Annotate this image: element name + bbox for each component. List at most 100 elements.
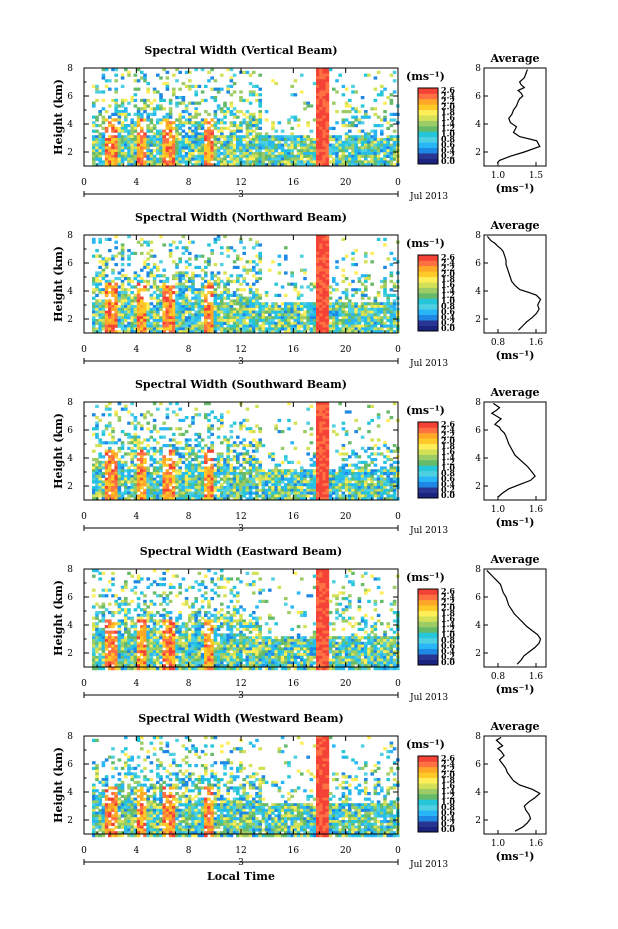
colorbar-swatch [418,265,438,272]
colorbar-swatch [418,605,438,612]
profile-y-tick-label: 4 [475,120,481,130]
y-axis-label: Height (km) [52,747,65,823]
colorbar-swatch [418,303,438,310]
colorbar-swatch [418,815,438,822]
y-tick-label: 6 [67,593,73,603]
colorbar-tick-label: 1.4 [441,285,455,295]
profile-line [490,402,536,498]
x-tick-label: 4 [133,178,139,188]
heatmap-field [92,235,400,334]
heatmap-field [92,569,400,671]
profile-y-tick-label: 8 [475,231,481,241]
colorbar-tick-label: 0.6 [441,641,455,651]
colorbar-tick-label: 1.4 [441,452,455,462]
y-tick-label: 6 [67,259,73,269]
colorbar: 2.62.42.22.01.81.61.41.21.00.80.60.40.20… [417,753,455,834]
profile-y-tick-label: 6 [475,92,481,102]
colorbar-swatch [418,616,438,622]
colorbar-swatch [418,158,438,165]
colorbar-tick-label: 1.4 [441,118,455,128]
profile-frame [483,401,547,501]
colorbar-tick-label: 0.0 [441,657,455,667]
profile-y-tick-label: 6 [475,593,481,603]
profile-y-tick-label: 2 [475,148,481,158]
day-label: 3 [238,190,244,200]
profile-x-tick-label: 1.6 [529,672,544,682]
colorbar-tick-label: 0.8 [441,468,455,478]
colorbar: 2.62.42.22.01.81.61.41.21.00.80.60.40.20… [417,252,455,333]
colorbar-swatch [418,756,438,762]
colorbar-swatch [418,794,438,800]
colorbar-frame [417,254,439,332]
colorbar-swatch [418,287,438,294]
x-tick-label: 0 [81,846,87,856]
colorbar-tick-label: 2.0 [441,603,455,613]
colorbar-swatch [418,799,438,806]
x-tick-label: 12 [235,679,246,689]
profile-x-label: (ms⁻¹) [496,516,535,529]
colorbar-tick-label: 2.4 [441,592,455,602]
colorbar-swatch [418,821,438,827]
profile-y-tick-label: 8 [475,64,481,74]
x-tick-label: 0 [81,679,87,689]
y-tick-label: 4 [67,287,73,297]
colorbar-tick-label: 0.8 [441,802,455,812]
colorbar-tick-label: 1.8 [441,274,455,284]
profile-y-tick-label: 8 [475,732,481,742]
colorbar-tick-label: 1.0 [441,630,455,640]
colorbar-swatch [418,282,438,288]
profile-x-tick-label: 1.5 [529,171,544,181]
colorbar-swatch [418,460,438,466]
colorbar-tick-label: 2.4 [441,759,455,769]
x-tick-label: 12 [235,846,246,856]
colorbar-tick-label: 1.0 [441,296,455,306]
colorbar-tick-label: 1.0 [441,463,455,473]
date-label: Jul 2013 [409,693,448,703]
y-axis-label: Height (km) [52,79,65,155]
profile-y-tick-label: 6 [475,426,481,436]
colorbar-swatch [418,260,438,267]
colorbar-unit: (ms⁻¹) [406,404,445,417]
x-tick-label: 16 [288,178,300,188]
x-tick-label: 8 [186,846,192,856]
panel-title: Spectral Width (Westward Beam) [138,712,343,725]
colorbar-swatch [418,594,438,601]
colorbar-frame [417,755,439,833]
x-tick-label: 12 [235,345,246,355]
heatmap-field [92,68,400,167]
date-label: Jul 2013 [409,359,448,369]
x-axis-label: Local Time [207,870,275,883]
y-tick-label: 2 [67,315,73,325]
y-tick-label: 6 [67,92,73,102]
colorbar-swatch [418,255,438,261]
x-tick-label: 16 [288,679,300,689]
y-tick-label: 4 [67,788,73,798]
panel-4: Spectral Width (Westward Beam)0 4 8 12 16 20 0… [52,712,547,870]
colorbar-swatch [418,621,438,628]
colorbar-unit: (ms⁻¹) [406,571,445,584]
colorbar-swatch [418,298,438,305]
x-tick-label: 0 [81,178,87,188]
colorbar-tick-label: 0.0 [441,824,455,834]
x-tick-label: 12 [235,512,246,522]
day-label: 3 [238,858,244,868]
x-tick-label: 0 [81,345,87,355]
colorbar-tick-label: 1.2 [441,123,455,133]
profile-y-tick-label: 4 [475,788,481,798]
x-tick-label: 0 [395,679,401,689]
average-profile: Average 8 6 4 2 0.8 1.6(ms⁻¹) [475,553,547,696]
colorbar-tick-label: 1.8 [441,608,455,618]
y-axis-label: Height (km) [52,246,65,322]
panel-title: Spectral Width (Southward Beam) [135,378,347,391]
colorbar-swatch [418,659,438,666]
y-tick-label: 8 [67,565,73,575]
profile-y-tick-label: 4 [475,287,481,297]
profile-x-tick-label: 1.6 [529,338,544,348]
profile-title: Average [489,52,539,65]
profile-x-tick-label: 1.6 [529,839,544,849]
colorbar-swatch [418,643,438,650]
colorbar-tick-label: 0.6 [441,474,455,484]
colorbar-swatch [418,276,438,283]
colorbar-swatch [418,766,438,773]
